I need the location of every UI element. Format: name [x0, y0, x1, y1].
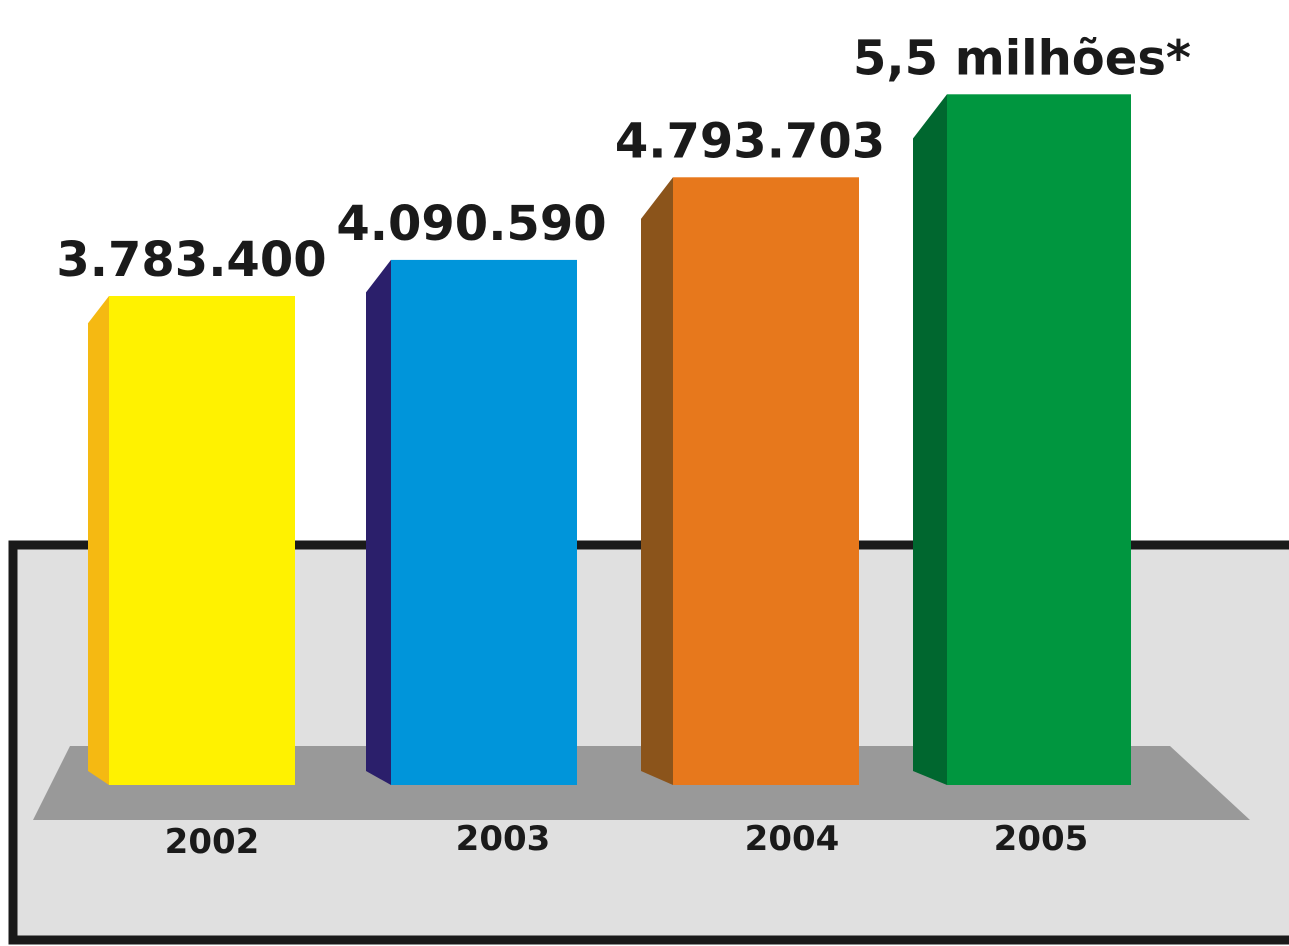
bar-side-2002 [88, 296, 109, 785]
bars-group [88, 94, 1131, 786]
bar-2003 [391, 259, 577, 786]
value-label-2002: 3.783.400 [56, 232, 326, 288]
year-labels-group: 2002 2003 2004 2005 [165, 819, 1089, 862]
bar-side-2005 [913, 94, 947, 785]
bar-2005 [947, 94, 1131, 785]
year-label-2005: 2005 [994, 819, 1089, 859]
year-label-2002: 2002 [165, 822, 260, 862]
bar-side-2004 [641, 177, 673, 785]
bar-side-2003 [366, 259, 391, 786]
year-label-2003: 2003 [456, 819, 551, 859]
value-label-2005: 5,5 milhões* [853, 30, 1191, 86]
value-label-2003: 4.090.590 [336, 196, 606, 252]
bar-2004 [673, 177, 859, 785]
bar-2002 [109, 296, 295, 785]
year-label-2004: 2004 [745, 819, 840, 859]
value-label-2004: 4.793.703 [615, 113, 885, 169]
